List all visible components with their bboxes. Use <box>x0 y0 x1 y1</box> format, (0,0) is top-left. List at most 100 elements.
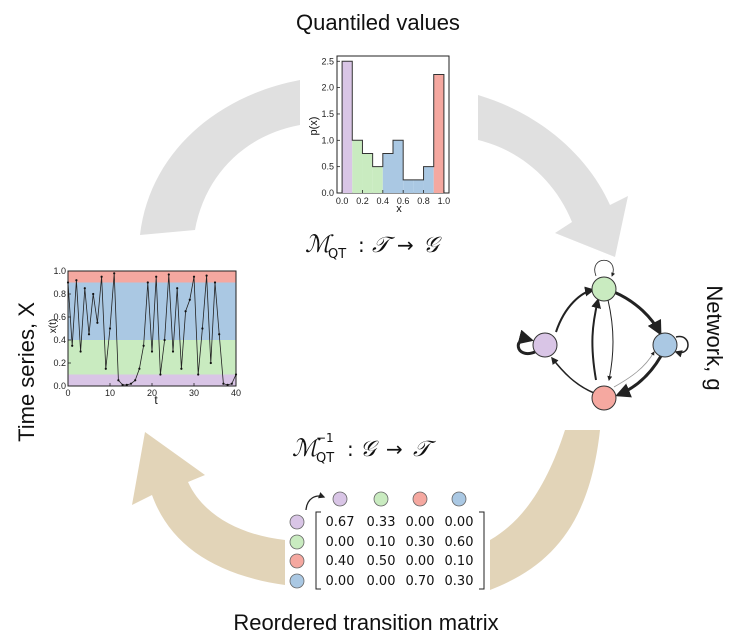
script-m-inv: ℳ <box>292 434 321 462</box>
matrix-cell: 0.50 <box>367 554 396 569</box>
arrow: → <box>397 233 414 257</box>
histogram-bar <box>403 179 414 193</box>
time-series-xtick-label: 40 <box>231 388 241 398</box>
matrix-cell: 0.30 <box>406 535 435 550</box>
time-series-point <box>104 367 107 370</box>
histogram-xtick-label: 0.0 <box>336 196 349 206</box>
histogram-bar <box>423 166 434 193</box>
time-series-ytick-label: 0.6 <box>53 312 66 322</box>
histogram-bar <box>382 153 393 193</box>
edge-purple-self <box>516 329 536 356</box>
edge-green-red-b <box>607 299 614 381</box>
matrix-cell: 0.40 <box>326 554 355 569</box>
time-series-point <box>121 383 124 386</box>
arrow-bottom-right <box>490 430 600 590</box>
colon: : <box>358 233 365 257</box>
time-series-point <box>75 279 78 282</box>
histogram-ytick-label: 2.5 <box>321 56 334 66</box>
histogram-bar <box>342 61 353 194</box>
time-series-point <box>155 275 158 278</box>
node-green <box>591 276 617 302</box>
matrix-bracket-right <box>479 511 485 590</box>
matrix-cell: 0.70 <box>406 574 435 589</box>
node-purple <box>532 332 558 358</box>
time-series-point <box>129 382 133 385</box>
time-series-point <box>192 275 196 278</box>
histogram-xtick-label: 0.4 <box>377 196 390 206</box>
script-t-inv: 𝒯 <box>413 437 437 462</box>
matrix-cell: 0.00 <box>367 574 396 589</box>
colon-inv: : <box>347 437 354 461</box>
time-series-point <box>184 310 187 313</box>
time-series-point <box>146 281 149 284</box>
time-series-point <box>222 382 225 385</box>
time-series-xtick-label: 20 <box>147 388 157 398</box>
col-node-purple <box>332 491 348 507</box>
matrix-curl-arrow <box>305 492 326 511</box>
label-transition-matrix: Reordered transition matrix <box>233 610 498 635</box>
histogram-xtick-label: 0.8 <box>417 196 430 206</box>
time-series-point <box>83 287 86 290</box>
label-time-series: Time series, X <box>14 302 39 442</box>
histogram-xtick-label: 0.6 <box>397 196 410 206</box>
col-node-red <box>412 491 428 507</box>
histogram-bar <box>393 140 404 193</box>
col-node-blue <box>451 491 467 507</box>
row-node-blue <box>289 573 305 589</box>
quantile-band <box>68 282 236 340</box>
histogram-ytick-label: 1.0 <box>321 135 334 145</box>
formula-forward: ℳ QT : 𝒯 → 𝒢 <box>305 230 442 262</box>
node-red <box>591 385 617 411</box>
edge-purple-green <box>555 286 595 333</box>
histogram-ytick-label: 0.0 <box>321 188 334 198</box>
script-m: ℳ <box>305 230 334 258</box>
script-g: 𝒢 <box>423 233 442 258</box>
time-series-point <box>176 287 179 290</box>
edge-red-green-a <box>591 298 601 381</box>
time-series-point <box>230 382 233 385</box>
matrix-cell: 0.00 <box>445 515 474 530</box>
time-series-plot: 0 10 20 30 40 0.0 0.2 0.4 0.6 0.8 1.0 t x(t) <box>48 266 241 407</box>
time-series-ytick-label: 0.8 <box>53 289 66 299</box>
edge-blue-self <box>674 335 689 358</box>
matrix-cell: 0.67 <box>326 515 355 530</box>
time-series-ylabel: x(t) <box>48 319 59 333</box>
histogram: 0.0 0.2 0.4 0.6 0.8 1.0 0.0 0.5 1.0 1.5 2.0 2.5 x p… <box>308 55 450 215</box>
histogram-xlabel: x <box>396 203 402 215</box>
arrow-inv: → <box>386 437 403 461</box>
edge-green-self <box>594 260 616 277</box>
quantile-band <box>68 271 236 283</box>
time-series-point <box>96 321 99 324</box>
matrix-cell: 0.30 <box>445 574 474 589</box>
time-series-ytick-label: 0.2 <box>53 358 66 368</box>
subscript-qt: QT <box>328 247 346 262</box>
edge-red-purple <box>551 356 595 394</box>
time-series-xtick-label: 10 <box>105 388 115 398</box>
time-series-point <box>163 338 166 342</box>
row-node-red <box>289 553 305 569</box>
histogram-bar <box>433 74 444 193</box>
time-series-xtick-label: 0 <box>65 388 70 398</box>
matrix-cell: 0.60 <box>445 535 474 550</box>
time-series-point <box>108 327 112 330</box>
histogram-ytick-label: 0.5 <box>321 162 334 172</box>
edge-green-blue <box>613 290 662 336</box>
time-series-point <box>167 273 170 276</box>
histogram-xtick-label: 0.2 <box>356 196 369 206</box>
time-series-point <box>100 275 103 278</box>
time-series-point <box>209 361 212 365</box>
time-series-point <box>171 350 175 353</box>
time-series-point <box>218 333 221 336</box>
matrix-cell: 0.00 <box>326 574 355 589</box>
arrow-bottom-left <box>132 432 285 585</box>
time-series-point <box>188 298 191 301</box>
network-graph <box>516 260 689 411</box>
matrix-cell: 0.10 <box>445 554 474 569</box>
time-series-point <box>226 383 229 386</box>
histogram-ytick-label: 2.0 <box>321 83 334 93</box>
histogram-bar <box>352 140 363 193</box>
row-node-green <box>289 534 305 550</box>
edge-blue-red <box>615 355 663 398</box>
matrix-cell: 0.10 <box>367 535 396 550</box>
